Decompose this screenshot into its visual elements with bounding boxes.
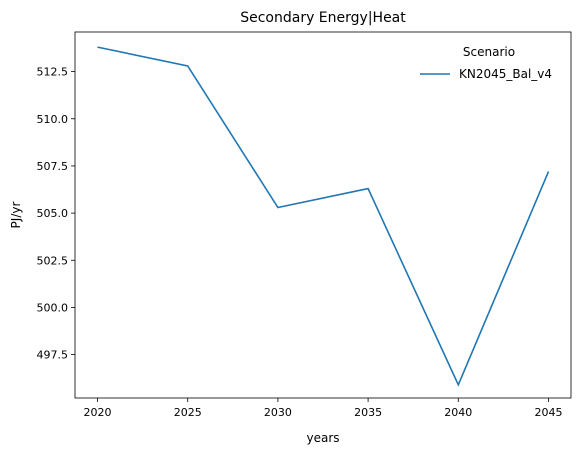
legend-entry-label: KN2045_Bal_v4 xyxy=(459,67,552,81)
legend: Scenario KN2045_Bal_v4 xyxy=(420,45,552,81)
plot-area: 497.5 500.0 502.5 505.0 507.5 510.0 512.5 2020… xyxy=(37,31,572,419)
legend-title: Scenario xyxy=(463,45,515,59)
x-tick-label: 2040 xyxy=(444,406,472,419)
y-axis: 497.5 500.0 502.5 505.0 507.5 510.0 512.5 xyxy=(37,66,75,362)
plot-frame xyxy=(74,31,572,399)
y-tick-label: 507.5 xyxy=(37,160,69,173)
x-tick-label: 2045 xyxy=(534,406,562,419)
y-tick-label: 500.0 xyxy=(37,301,69,314)
x-axis: 2020 2025 2030 2035 2040 2045 xyxy=(84,398,562,419)
x-tick-label: 2025 xyxy=(174,406,202,419)
y-tick-label: 512.5 xyxy=(37,66,69,79)
x-tick-label: 2030 xyxy=(264,406,292,419)
series-line-kn2045-bal-v4 xyxy=(97,46,550,387)
chart-title: Secondary Energy|Heat xyxy=(240,10,406,26)
y-tick-label: 510.0 xyxy=(37,113,69,126)
y-tick-label: 497.5 xyxy=(37,349,69,362)
y-tick-label: 505.0 xyxy=(37,207,69,220)
x-tick-label: 2035 xyxy=(354,406,382,419)
x-tick-label: 2020 xyxy=(84,406,112,419)
x-axis-label: years xyxy=(306,431,339,445)
y-tick-label: 502.5 xyxy=(37,254,69,267)
y-axis-label: PJ/yr xyxy=(9,202,23,229)
